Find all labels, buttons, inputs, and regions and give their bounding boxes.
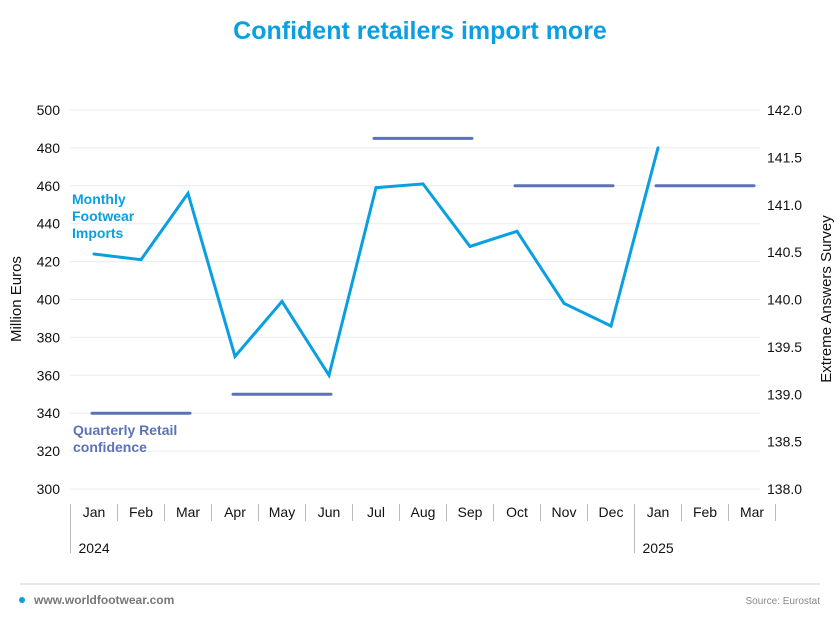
y-tick-right: 142.0 (767, 102, 802, 118)
x-tick-label: May (269, 504, 295, 520)
x-tick-label: Jan (647, 504, 670, 520)
y-tick-left: 440 (37, 216, 61, 232)
imports-point (92, 252, 96, 256)
imports-series-label: Footwear (72, 208, 135, 224)
y-tick-right: 140.5 (767, 244, 802, 260)
imports-point (562, 301, 566, 305)
y-tick-right: 139.0 (767, 386, 802, 402)
y-axis-left-label: Million Euros (8, 256, 25, 342)
y-tick-left: 300 (37, 481, 61, 497)
y-axis-right-label: Extreme Answers Survey (818, 215, 835, 383)
confidence-series-label: Quarterly Retail (73, 422, 177, 438)
imports-point (233, 354, 237, 358)
x-tick-label: Apr (224, 504, 246, 520)
imports-point (609, 324, 613, 328)
y-tick-left: 380 (37, 329, 61, 345)
y-tick-left: 480 (37, 140, 61, 156)
x-tick-label: Oct (506, 504, 528, 520)
imports-point (656, 146, 660, 150)
imports-point (139, 258, 143, 262)
y-tick-right: 140.0 (767, 292, 802, 308)
imports-series-label: Imports (72, 225, 124, 241)
y-tick-left: 340 (37, 405, 61, 421)
imports-point (186, 191, 190, 195)
imports-point (421, 182, 425, 186)
y-tick-left: 360 (37, 367, 61, 383)
imports-point (515, 229, 519, 233)
imports-point (374, 186, 378, 190)
x-tick-label: Aug (411, 504, 436, 520)
y-tick-right: 139.5 (767, 339, 802, 355)
y-tick-right: 141.5 (767, 149, 802, 165)
y-tick-right: 138.0 (767, 481, 802, 497)
y-tick-left: 420 (37, 254, 61, 270)
y-tick-right: 138.5 (767, 434, 802, 450)
x-tick-label: Jun (318, 504, 341, 520)
chart-title: Confident retailers import more (233, 17, 607, 45)
imports-point (327, 373, 331, 377)
x-tick-label: Nov (552, 504, 577, 520)
x-tick-label: Jul (367, 504, 385, 520)
y-tick-left: 320 (37, 443, 61, 459)
x-tick-label: Mar (176, 504, 200, 520)
year-label: 2025 (643, 540, 674, 556)
year-label: 2024 (79, 540, 110, 556)
imports-point (468, 244, 472, 248)
x-tick-label: Sep (458, 504, 483, 520)
website-link[interactable]: www.worldfootwear.com (33, 593, 174, 607)
imports-series-label: Monthly (72, 191, 126, 207)
x-tick-label: Dec (599, 504, 624, 520)
imports-point (280, 299, 284, 303)
source-note: Source: Eurostat (746, 596, 821, 607)
confidence-series-label: confidence (73, 439, 147, 455)
y-tick-right: 141.0 (767, 197, 802, 213)
y-tick-left: 460 (37, 178, 61, 194)
bullet-dot-icon (19, 597, 25, 603)
y-tick-left: 400 (37, 292, 61, 308)
y-tick-left: 500 (37, 102, 61, 118)
x-tick-label: Feb (693, 504, 717, 520)
x-tick-label: Mar (740, 504, 764, 520)
x-tick-label: Feb (129, 504, 153, 520)
x-tick-label: Jan (83, 504, 106, 520)
